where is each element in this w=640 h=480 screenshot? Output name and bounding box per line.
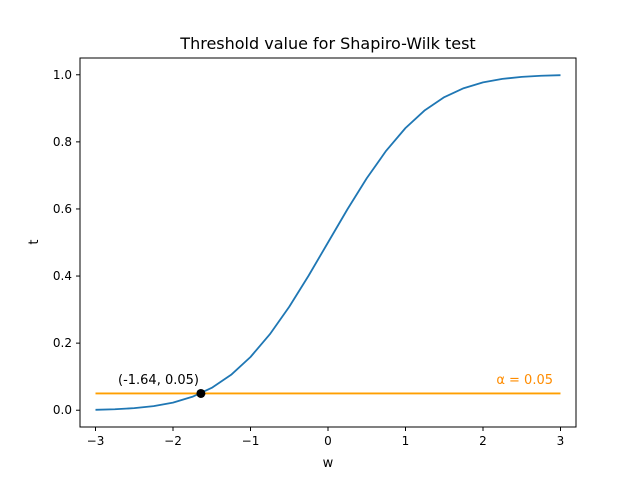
plot-area	[95, 74, 561, 411]
x-tick-label: −1	[242, 434, 260, 448]
point-annotation: (-1.64, 0.05)	[118, 373, 199, 388]
x-tick-label: 0	[324, 434, 332, 448]
y-tick-label: 0.0	[53, 403, 72, 417]
x-tick-label: −3	[87, 434, 105, 448]
x-axis-ticks: −3 −2 −1 0 1 2 3	[87, 427, 565, 448]
threshold-point	[196, 388, 206, 398]
y-tick-label: 0.4	[53, 269, 72, 283]
chart-title: Threshold value for Shapiro-Wilk test	[179, 34, 475, 53]
x-tick-label: 1	[402, 434, 410, 448]
y-axis-ticks: 0.0 0.2 0.4 0.6 0.8 1.0	[53, 68, 80, 417]
y-tick-label: 0.6	[53, 202, 72, 216]
x-tick-label: −2	[164, 434, 182, 448]
alpha-annotation: α = 0.05	[496, 373, 553, 388]
normal-cdf-curve	[95, 74, 561, 411]
x-tick-label: 2	[479, 434, 487, 448]
y-tick-label: 0.2	[53, 336, 72, 350]
axes-frame	[79, 57, 577, 428]
x-tick-label: 3	[557, 434, 565, 448]
y-axis-label: t	[27, 239, 42, 244]
y-tick-label: 1.0	[53, 68, 72, 82]
x-axis-label: w	[323, 456, 334, 471]
y-tick-label: 0.8	[53, 135, 72, 149]
